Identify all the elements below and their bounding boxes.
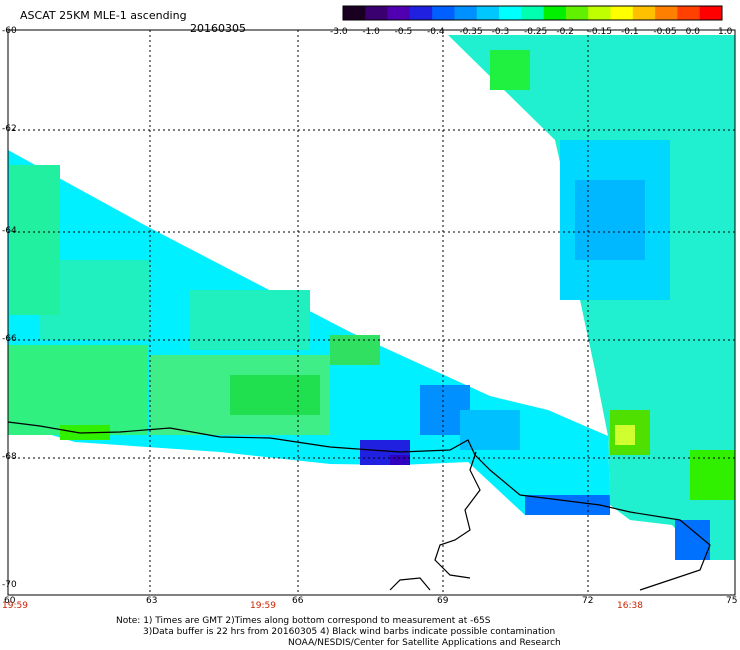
colorbar-swatch bbox=[432, 6, 455, 20]
colorbar-swatch bbox=[655, 6, 678, 20]
colorbar-label: 0.0 bbox=[685, 27, 700, 37]
map-title: ASCAT 25KM MLE-1 ascending bbox=[20, 9, 187, 22]
time-label: 19:59 bbox=[250, 601, 276, 611]
lat-label: -70 bbox=[2, 580, 17, 590]
colorbar-swatch bbox=[565, 6, 589, 20]
lat-label: -62 bbox=[2, 124, 17, 134]
lon-label: 60 bbox=[4, 596, 16, 606]
colorbar bbox=[342, 5, 723, 21]
colorbar-label: -0.25 bbox=[524, 27, 548, 37]
swath-right bbox=[448, 35, 735, 560]
note-line-1: Note: 1) Times are GMT 2)Times along bot… bbox=[116, 616, 491, 626]
lon-label: 63 bbox=[146, 596, 158, 606]
lat-label: -66 bbox=[2, 334, 17, 344]
colorbar-label: -3.0 bbox=[330, 27, 348, 37]
colorbar-label: -0.1 bbox=[621, 27, 639, 37]
lon-label: 66 bbox=[292, 596, 304, 606]
colorbar-swatch bbox=[409, 6, 433, 20]
time-label: 16:38 bbox=[617, 601, 643, 611]
colorbar-swatch bbox=[677, 6, 701, 20]
map-date: 20160305 bbox=[190, 22, 246, 35]
colorbar-label: -0.15 bbox=[588, 27, 612, 37]
colorbar-label: -1.0 bbox=[362, 27, 380, 37]
colorbar-label: -0.35 bbox=[459, 27, 483, 37]
lon-label: 72 bbox=[582, 596, 594, 606]
lat-label: -68 bbox=[2, 452, 17, 462]
colorbar-swatch bbox=[543, 6, 567, 20]
time-label: 19:59 bbox=[2, 601, 28, 611]
colorbar-label: 1.0 bbox=[718, 27, 733, 37]
colorbar-label: -0.2 bbox=[556, 27, 574, 37]
colorbar-swatch bbox=[343, 6, 366, 20]
colorbar-swatch bbox=[632, 6, 656, 20]
colorbar-swatch bbox=[499, 6, 522, 20]
colorbar-label: -0.3 bbox=[491, 27, 510, 37]
lon-label: 75 bbox=[726, 596, 738, 606]
colorbar-frame bbox=[342, 5, 723, 21]
note-line-3: NOAA/NESDIS/Center for Satellite Applica… bbox=[288, 638, 561, 648]
swath-left bbox=[8, 150, 610, 515]
colorbar-swatch bbox=[476, 6, 500, 20]
colorbar-swatch bbox=[588, 6, 612, 20]
colorbar-swatch bbox=[610, 6, 634, 20]
colorbar-label: -0.05 bbox=[653, 27, 677, 37]
grid-lines bbox=[8, 30, 735, 595]
colorbar-swatch bbox=[699, 6, 723, 20]
colorbar-swatch bbox=[454, 6, 478, 20]
note-line-2: 3)Data buffer is 22 hrs from 20160305 4)… bbox=[143, 627, 556, 637]
colorbar-swatch bbox=[521, 6, 545, 20]
colorbar-swatch bbox=[365, 6, 389, 20]
colorbar-swatch bbox=[387, 6, 411, 20]
coastline bbox=[7, 421, 711, 591]
lat-label: -64 bbox=[2, 226, 17, 236]
plot-frame bbox=[7, 29, 736, 596]
lon-label: 69 bbox=[437, 596, 449, 606]
colorbar-label: -0.5 bbox=[394, 27, 413, 37]
colorbar-label: -0.4 bbox=[427, 27, 445, 37]
lat-label: -60 bbox=[2, 26, 17, 36]
